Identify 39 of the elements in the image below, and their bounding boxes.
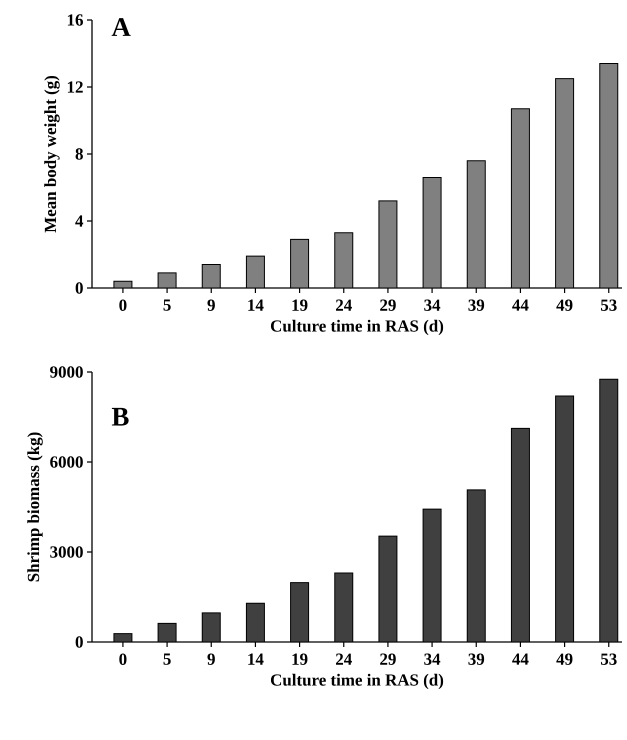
x-tick-label: 49 xyxy=(556,654,572,665)
x-tick-label: 19 xyxy=(292,300,308,311)
x-tick-label: 49 xyxy=(556,300,572,311)
y-tick-label: 0 xyxy=(76,282,83,294)
y-tick-label: 8 xyxy=(76,148,83,160)
x-tick-label: 19 xyxy=(292,654,308,665)
x-tick-label: 39 xyxy=(468,300,484,311)
y-axis-title: Shrimp biomass (kg) xyxy=(27,432,43,582)
x-axis-title: Culture time in RAS (d) xyxy=(270,320,444,336)
y-tick-label: 16 xyxy=(68,14,83,26)
y-tick-label: 3000 xyxy=(50,546,83,558)
x-tick-label: 24 xyxy=(336,300,352,311)
x-axis-title: Culture time in RAS (d) xyxy=(270,674,444,690)
x-tick-label: 34 xyxy=(424,654,440,665)
x-tick-label: 44 xyxy=(512,654,529,665)
y-tick-label: 12 xyxy=(68,81,83,93)
x-tick-label: 0 xyxy=(119,654,127,665)
x-tick-label: 29 xyxy=(380,654,396,665)
x-tick-label: 9 xyxy=(207,654,215,665)
x-tick-label: 53 xyxy=(600,300,617,311)
y-tick-label: 9000 xyxy=(50,366,83,378)
y-tick-label: 4 xyxy=(75,215,84,227)
x-tick-label: 14 xyxy=(248,300,264,311)
annotation: B xyxy=(112,408,129,426)
x-tick-label: 5 xyxy=(164,654,171,665)
y-tick-label: 6000 xyxy=(50,456,83,468)
y-tick-label: 0 xyxy=(76,636,83,648)
x-tick-label: 5 xyxy=(164,300,171,311)
annotation: A xyxy=(112,18,131,36)
x-tick-label: 29 xyxy=(380,300,396,311)
x-tick-label: 0 xyxy=(119,300,127,311)
x-tick-label: 14 xyxy=(248,654,264,665)
x-tick-label: 34 xyxy=(424,300,440,311)
x-tick-label: 9 xyxy=(207,300,215,311)
x-tick-label: 53 xyxy=(600,654,617,665)
y-axis-title: Mean body weight (g) xyxy=(44,76,60,232)
x-tick-label: 24 xyxy=(336,654,352,665)
x-tick-label: 44 xyxy=(512,300,529,311)
x-tick-label: 39 xyxy=(468,654,484,665)
